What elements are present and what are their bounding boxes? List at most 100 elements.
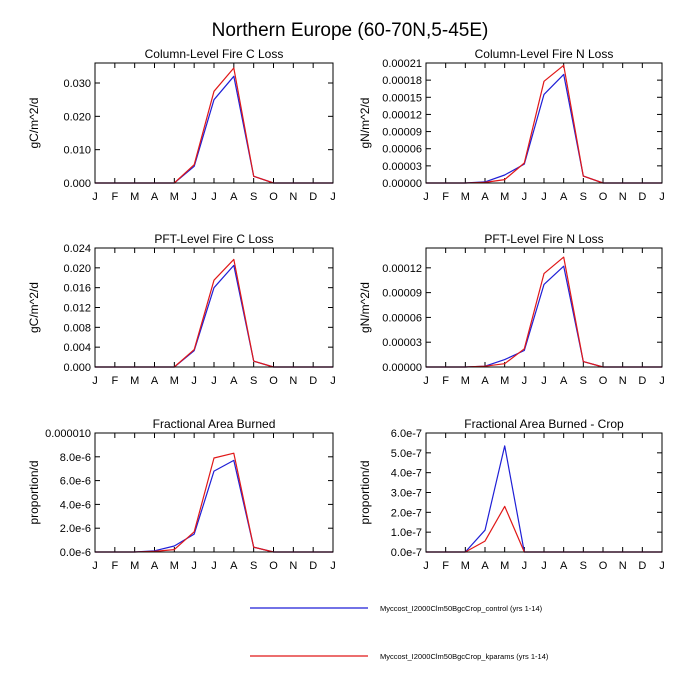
x-tick-label: J [330, 560, 336, 572]
series-line-control [95, 459, 333, 553]
y-tick-label: 5.0e-7 [391, 448, 422, 460]
y-tick-label: 0.00000 [382, 362, 422, 374]
x-tick-label: M [170, 191, 179, 203]
x-tick-label: J [211, 560, 217, 572]
x-tick-label: S [250, 560, 257, 572]
panel-title: PFT-Level Fire C Loss [154, 232, 273, 246]
x-tick-label: N [289, 560, 297, 572]
x-tick-label: J [330, 191, 336, 203]
y-tick-label: 0.012 [63, 303, 91, 315]
series-line-kparams [426, 505, 662, 553]
legend: Myccost_I2000Clm50BgcCrop_control (yrs 1… [250, 604, 549, 661]
figure-title: Northern Europe (60-70N,5-45E) [212, 20, 489, 41]
series-line-control [426, 265, 662, 368]
legend-label: Myccost_I2000Clm50BgcCrop_kparams (yrs 1… [380, 652, 549, 661]
x-tick-label: N [619, 375, 627, 387]
y-tick-label: 0.030 [63, 78, 91, 90]
panel-title: Column-Level Fire N Loss [475, 47, 614, 61]
x-tick-label: A [230, 375, 238, 387]
y-tick-label: 1.0e-7 [391, 527, 422, 539]
x-tick-label: N [619, 560, 627, 572]
panel-title: Fractional Area Burned - Crop [464, 417, 624, 431]
plot-frame [94, 62, 334, 184]
x-tick-label: F [442, 191, 449, 203]
y-tick-label: 4.0e-6 [60, 499, 91, 511]
y-tick-label: 0.00000 [382, 178, 422, 190]
x-tick-label: M [500, 375, 509, 387]
x-tick-label: M [130, 560, 139, 572]
y-axis-label: proportion/d [27, 460, 41, 524]
y-axis-label: proportion/d [358, 460, 372, 524]
y-tick-label: 2.0e-7 [391, 507, 422, 519]
plot-frame [94, 432, 334, 553]
series-line-kparams [95, 67, 333, 184]
x-tick-label: N [289, 191, 297, 203]
y-tick-label: 0.0e-6 [60, 547, 91, 559]
x-tick-label: J [522, 560, 528, 572]
x-tick-label: A [560, 560, 568, 572]
y-tick-label: 0.00012 [382, 109, 422, 121]
x-tick-label: O [599, 375, 608, 387]
series-line-control [426, 445, 662, 553]
y-tick-label: 0.00021 [382, 58, 422, 70]
y-tick-label: 0.024 [63, 243, 91, 255]
y-tick-label: 4.0e-7 [391, 468, 422, 480]
y-tick-label: 0.016 [63, 283, 91, 295]
x-tick-label: A [230, 560, 238, 572]
x-tick-label: A [481, 375, 489, 387]
x-tick-label: A [481, 191, 489, 203]
x-tick-label: S [250, 191, 257, 203]
x-tick-label: J [659, 191, 665, 203]
y-tick-label: 0.00009 [382, 288, 422, 300]
x-tick-label: J [522, 375, 528, 387]
x-tick-label: J [423, 375, 429, 387]
x-tick-label: J [423, 560, 429, 572]
y-tick-label: 0.00015 [382, 92, 422, 104]
plot-frame [425, 432, 663, 553]
x-tick-label: M [461, 375, 470, 387]
x-tick-label: S [580, 375, 587, 387]
x-tick-label: O [269, 560, 278, 572]
x-tick-label: D [309, 560, 317, 572]
y-tick-label: 0.020 [63, 263, 91, 275]
x-tick-label: A [560, 191, 568, 203]
plot-frame [425, 62, 663, 184]
series-line-kparams [95, 452, 333, 553]
y-tick-label: 0.00006 [382, 144, 422, 156]
y-tick-label: 0.00003 [382, 161, 422, 173]
y-tick-label: 0.000 [63, 178, 91, 190]
y-axis-label: gN/m^2/d [358, 98, 372, 149]
x-tick-label: J [659, 375, 665, 387]
x-tick-label: J [211, 375, 217, 387]
x-tick-label: M [500, 560, 509, 572]
x-tick-label: S [250, 375, 257, 387]
chart-panel-6: Fractional Area Burned - Crop proportion/… [358, 417, 665, 572]
x-tick-label: J [541, 191, 547, 203]
legend-item-2: Myccost_I2000Clm50BgcCrop_kparams (yrs 1… [250, 652, 549, 661]
y-tick-label: 0.008 [63, 322, 91, 334]
x-tick-label: A [481, 560, 489, 572]
series-line-kparams [95, 258, 333, 368]
panel-title: PFT-Level Fire N Loss [484, 232, 603, 246]
x-tick-label: F [111, 191, 118, 203]
x-tick-label: O [269, 191, 278, 203]
y-tick-label: 0.000 [63, 362, 91, 374]
x-tick-label: A [151, 191, 159, 203]
x-tick-label: A [560, 375, 568, 387]
y-tick-label: 3.0e-7 [391, 488, 422, 500]
x-tick-label: M [170, 560, 179, 572]
x-tick-label: J [541, 560, 547, 572]
legend-item-1: Myccost_I2000Clm50BgcCrop_control (yrs 1… [250, 604, 543, 613]
x-tick-label: J [191, 560, 197, 572]
x-tick-label: J [211, 191, 217, 203]
y-tick-label: 0.00003 [382, 337, 422, 349]
x-tick-label: J [92, 375, 98, 387]
x-tick-label: D [309, 191, 317, 203]
plot-frame [94, 247, 334, 368]
